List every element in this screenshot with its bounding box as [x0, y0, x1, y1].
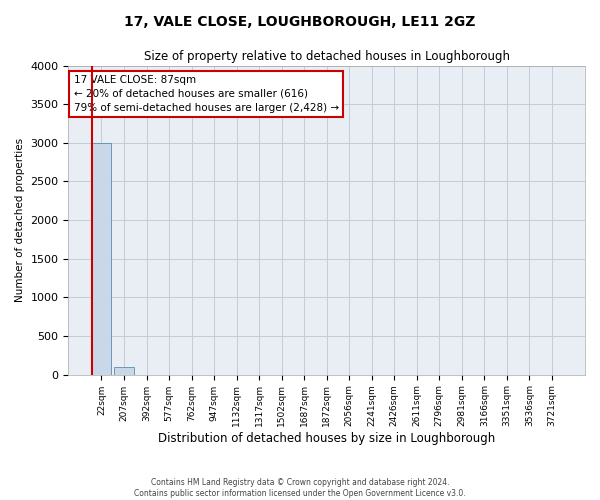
X-axis label: Distribution of detached houses by size in Loughborough: Distribution of detached houses by size …: [158, 432, 496, 445]
Title: Size of property relative to detached houses in Loughborough: Size of property relative to detached ho…: [144, 50, 510, 63]
Text: Contains HM Land Registry data © Crown copyright and database right 2024.
Contai: Contains HM Land Registry data © Crown c…: [134, 478, 466, 498]
Text: 17, VALE CLOSE, LOUGHBOROUGH, LE11 2GZ: 17, VALE CLOSE, LOUGHBOROUGH, LE11 2GZ: [124, 15, 476, 29]
Bar: [92, 143, 111, 374]
Text: 17 VALE CLOSE: 87sqm
← 20% of detached houses are smaller (616)
79% of semi-deta: 17 VALE CLOSE: 87sqm ← 20% of detached h…: [74, 75, 338, 113]
Y-axis label: Number of detached properties: Number of detached properties: [15, 138, 25, 302]
Bar: [115, 367, 134, 374]
